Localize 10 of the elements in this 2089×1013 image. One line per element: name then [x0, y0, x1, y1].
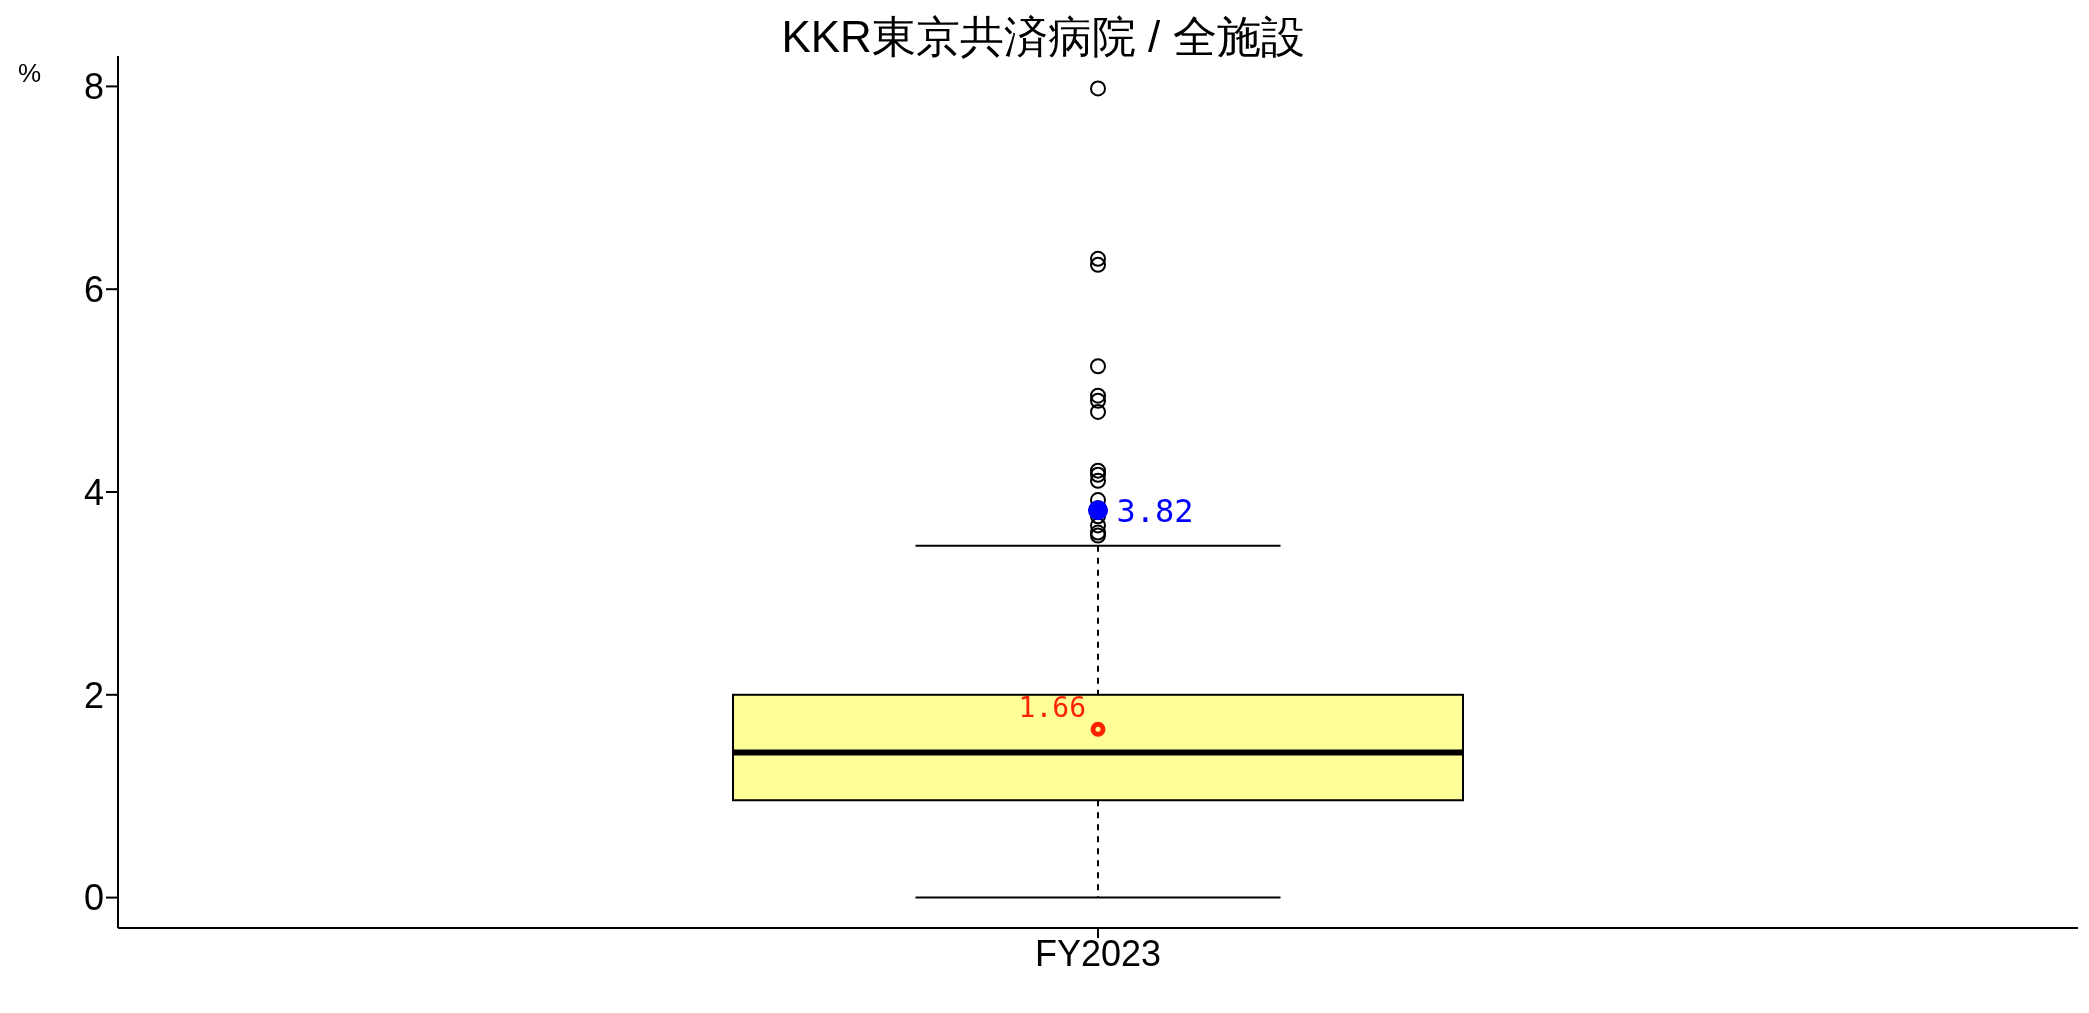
- chart-title: KKR東京共済病院 / 全施設: [781, 12, 1305, 61]
- data-label: 3.82: [1116, 491, 1194, 530]
- y-tick-label: 2: [83, 674, 104, 716]
- annotation: 1.66: [1018, 691, 1086, 725]
- y-tick-label: 0: [83, 877, 104, 919]
- y-tick-label: 6: [83, 268, 104, 310]
- x-tick-label: FY2023: [1034, 932, 1162, 974]
- y-tick-label: 8: [83, 66, 104, 108]
- y-tick-label: 4: [83, 471, 104, 513]
- y-axis-title: %: [18, 58, 42, 89]
